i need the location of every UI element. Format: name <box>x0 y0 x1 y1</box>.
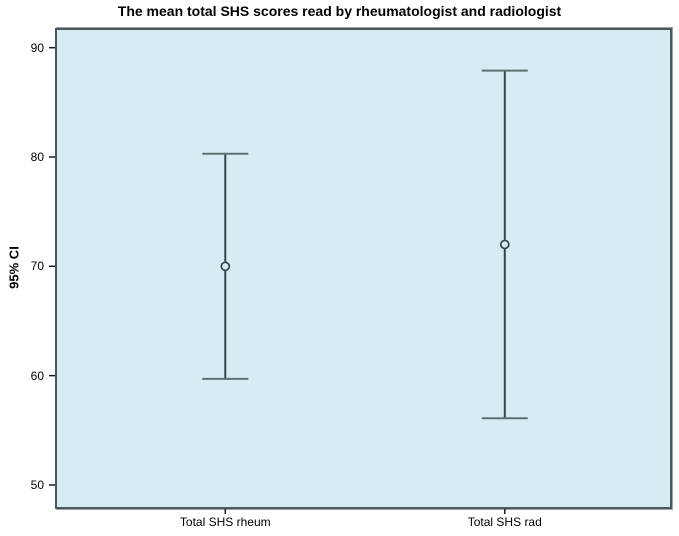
y-tick-label: 50 <box>30 477 44 492</box>
y-tick-label: 80 <box>30 149 44 164</box>
plot-area <box>55 28 672 509</box>
x-category-label-total-shs-rheum: Total SHS rheum <box>179 515 271 529</box>
y-tick-label: 90 <box>30 40 44 55</box>
chart-title: The mean total SHS scores read by rheuma… <box>117 3 562 19</box>
x-category-label-total-shs-rad: Total SHS rad <box>467 515 542 529</box>
y-tick-label: 60 <box>30 368 44 383</box>
y-tick-label: 70 <box>30 259 44 274</box>
